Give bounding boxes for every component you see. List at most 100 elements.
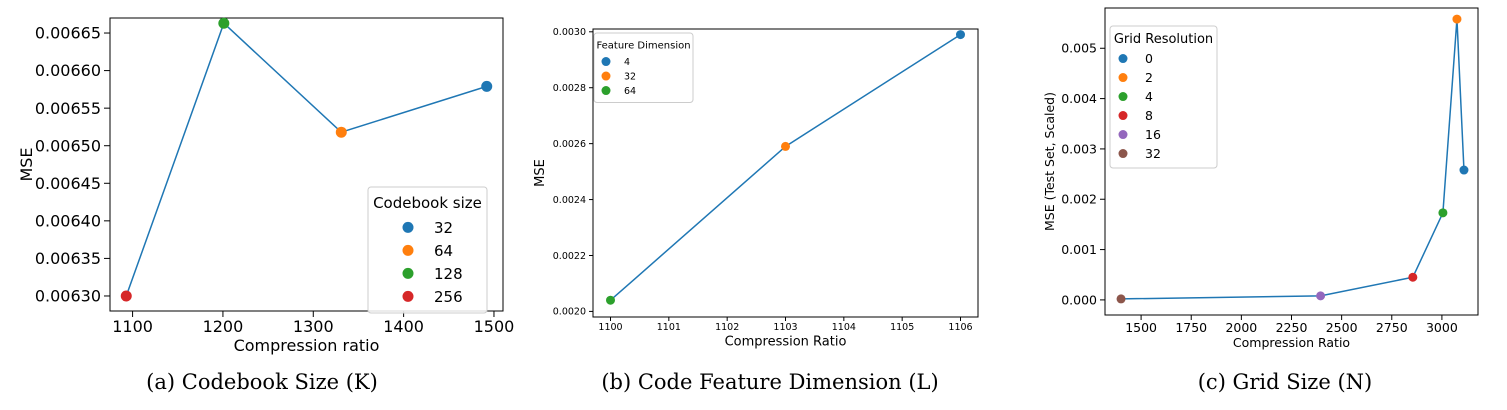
legend-marker-32 — [601, 71, 611, 81]
x-tick-label: 3000 — [1426, 320, 1458, 335]
x-tick-label: 1300 — [293, 317, 334, 336]
legend: Codebook size 32 64 128 256 — [367, 186, 488, 314]
legend-entry-8: 8 — [1145, 108, 1153, 123]
y-tick-label: 0.0030 — [553, 27, 586, 38]
x-tick-label: 1105 — [890, 322, 914, 333]
legend-marker-64 — [601, 86, 611, 96]
chart-caption: (b) Code Feature Dimension (L) — [601, 370, 938, 394]
plot-frame — [109, 17, 504, 312]
legend-entry-64: 64 — [434, 242, 453, 260]
x-tick-label: 2750 — [1376, 320, 1408, 335]
y-tick-label: 0.0020 — [553, 307, 586, 318]
y-axis-label: MSE — [17, 147, 36, 181]
x-tick-label: 1400 — [383, 317, 424, 336]
y-tick-label: 0.001 — [1061, 242, 1097, 257]
y-tick-label: 0.00640 — [35, 211, 101, 230]
y-tick-label: 0.00655 — [35, 99, 101, 118]
data-point-32 — [1116, 294, 1126, 304]
x-tick-label: 1106 — [948, 322, 972, 333]
legend-marker-32 — [1118, 149, 1128, 159]
y-tick-label: 0.004 — [1061, 91, 1097, 106]
x-tick-label: 1104 — [832, 322, 856, 333]
x-axis-label: Compression ratio — [234, 336, 380, 355]
legend-box — [593, 32, 694, 103]
x-tick-label: 2250 — [1276, 320, 1308, 335]
chart-1: 1100 1200 1300 1400 1500 0.00630 0.00635 0.0064… — [17, 17, 515, 394]
legend-marker-4 — [1118, 92, 1128, 102]
series-line — [125, 21, 487, 297]
x-tick-label: 2000 — [1225, 320, 1257, 335]
y-tick-label: 0.0028 — [553, 83, 586, 94]
x-tick-label: 2500 — [1326, 320, 1358, 335]
data-point-64 — [606, 295, 615, 305]
x-tick-label: 1100 — [112, 317, 153, 336]
legend-marker-8 — [1118, 111, 1128, 121]
y-tick-label: 0.0022 — [553, 251, 586, 262]
y-tick-label: 0.00645 — [35, 174, 101, 193]
series-line — [1121, 19, 1465, 300]
y-tick-label: 0.0026 — [553, 139, 586, 150]
data-point-4 — [1438, 208, 1448, 218]
y-axis-label: MSE (Test Set, Scaled) — [1042, 92, 1057, 231]
legend-entry-64: 64 — [624, 86, 636, 97]
legend-box — [367, 186, 488, 314]
x-tick-label: 1200 — [203, 317, 244, 336]
legend-entry-16: 16 — [1145, 127, 1161, 142]
y-tick-label: 0.00650 — [35, 136, 101, 155]
legend-marker-64 — [402, 244, 414, 256]
legend-marker-4 — [601, 57, 611, 67]
legend-entry-4: 4 — [624, 57, 630, 68]
data-point-32 — [781, 141, 790, 151]
legend-entry-32: 32 — [624, 71, 636, 82]
legend-marker-128 — [402, 267, 414, 279]
y-tick-label: 0.000 — [1061, 292, 1097, 307]
legend-marker-2 — [1118, 73, 1128, 83]
y-tick-label: 0.0024 — [553, 195, 586, 206]
chart-2: 1100 1101 1102 1103 1104 1105 1106 0.0020 0.0022… — [533, 27, 979, 394]
y-tick-label: 0.00660 — [35, 61, 101, 80]
y-tick-label: 0.005 — [1061, 41, 1097, 56]
y-tick-label: 0.002 — [1061, 192, 1097, 207]
legend-box — [1109, 25, 1218, 169]
x-axis-label: Compression Ratio — [725, 335, 847, 350]
x-tick-label: 1750 — [1175, 320, 1207, 335]
x-tick-label: 1103 — [773, 322, 797, 333]
x-axis-label: Compression Ratio — [1233, 335, 1350, 350]
data-point-4 — [956, 30, 965, 40]
x-tick-label: 1500 — [474, 317, 515, 336]
y-tick-label: 0.00630 — [35, 287, 101, 306]
data-point-32 — [481, 80, 493, 92]
legend: Grid Resolution 0 2 4 8 16 32 — [1109, 25, 1218, 169]
data-point-128 — [218, 17, 230, 29]
data-point-8 — [1408, 272, 1418, 282]
x-tick-label: 1500 — [1125, 320, 1157, 335]
x-tick-label: 1102 — [715, 322, 739, 333]
legend-title: Feature Dimension — [596, 40, 690, 51]
x-tick-label: 1100 — [598, 322, 622, 333]
legend-entry-32: 32 — [434, 219, 453, 237]
legend-title: Codebook size — [373, 194, 482, 212]
legend-marker-32 — [402, 221, 414, 233]
data-point-2 — [1452, 14, 1462, 24]
y-tick-label: 0.00635 — [35, 249, 101, 268]
data-point-256 — [120, 290, 132, 302]
legend-marker-256 — [402, 290, 414, 302]
legend-entry-128: 128 — [434, 265, 463, 283]
legend-entry-32: 32 — [1145, 146, 1161, 161]
legend-entry-0: 0 — [1145, 51, 1153, 66]
legend-entry-2: 2 — [1145, 70, 1153, 85]
legend-title: Grid Resolution — [1114, 32, 1213, 47]
chart-caption: (c) Grid Size (N) — [1198, 370, 1373, 394]
legend-marker-0 — [1118, 54, 1128, 64]
y-axis-label: MSE — [533, 159, 548, 187]
legend-entry-256: 256 — [434, 288, 463, 306]
data-point-0 — [1459, 165, 1469, 175]
chart-3: 1500 1750 2000 2250 2500 2750 3000 0.000 0.001 0.… — [1042, 7, 1479, 394]
legend: Feature Dimension 4 32 64 — [593, 32, 694, 103]
legend-marker-16 — [1118, 130, 1128, 140]
y-tick-label: 0.00665 — [35, 24, 101, 43]
data-point-64 — [335, 126, 347, 138]
x-tick-label: 1101 — [657, 322, 681, 333]
data-point-16 — [1316, 291, 1326, 301]
